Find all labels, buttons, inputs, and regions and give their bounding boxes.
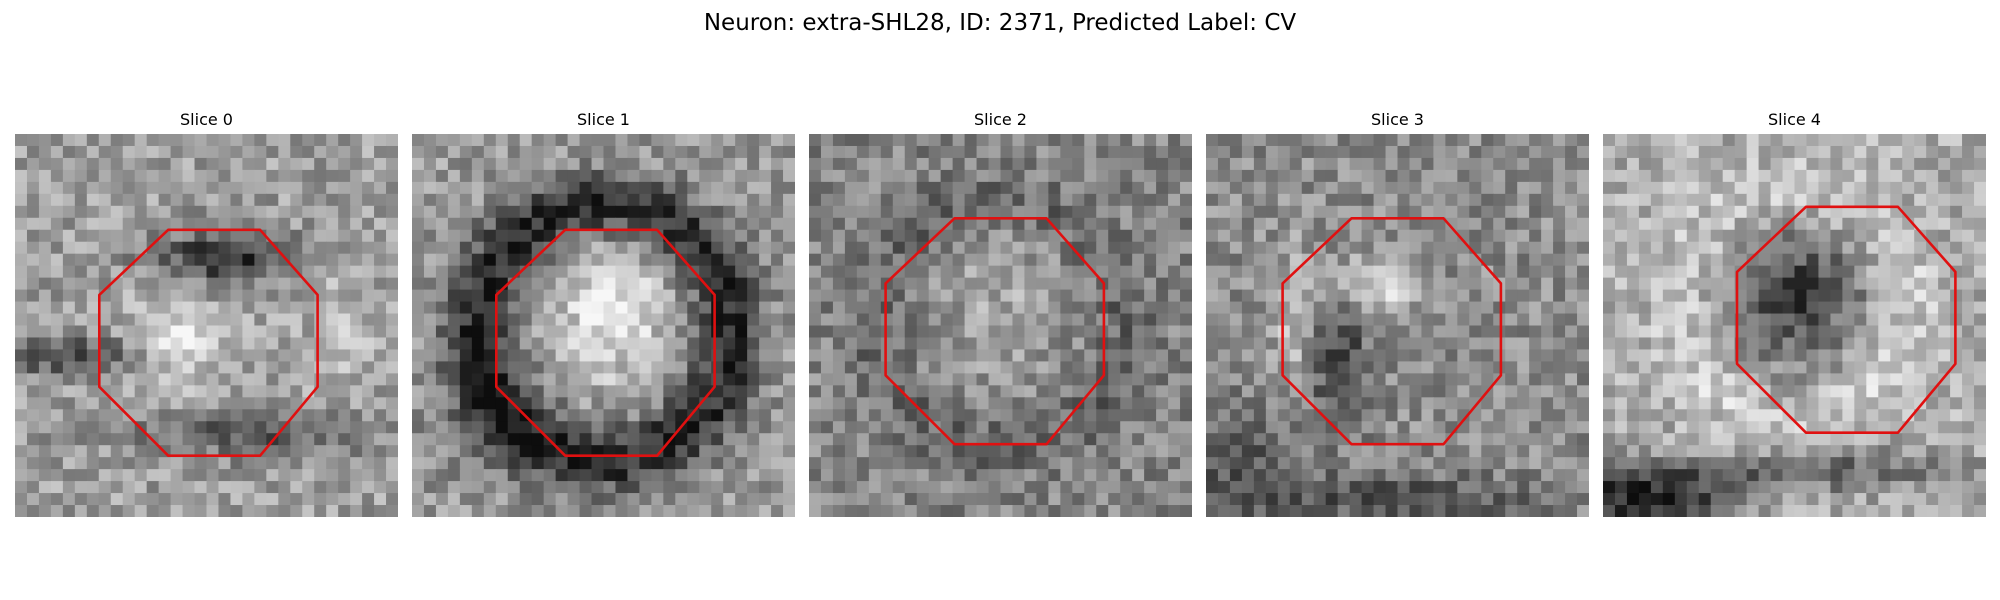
figure-title: Neuron: extra-SHL28, ID: 2371, Predicted…: [703, 10, 1297, 36]
roi-contour-0: [98, 228, 319, 458]
slice-panel-1: Slice 1: [412, 108, 795, 517]
slice-image-2: [809, 134, 1192, 517]
slice-image-1: [412, 134, 795, 517]
slice-panel-2: Slice 2: [809, 108, 1192, 517]
slice-pixels-2: [809, 134, 1192, 517]
slice-image-4: [1603, 134, 1986, 517]
slice-pixels-3: [1206, 134, 1589, 517]
slice-pixels-1: [412, 134, 795, 517]
roi-contour-3: [1281, 217, 1503, 446]
roi-contour-1: [495, 228, 716, 458]
slice-image-3: [1206, 134, 1589, 517]
slice-title-0: Slice 0: [180, 110, 233, 129]
slice-panel-0: Slice 0: [15, 108, 398, 517]
slice-panel-4: Slice 4: [1603, 108, 1986, 517]
slice-image-0: [15, 134, 398, 517]
slice-pixels-4: [1603, 134, 1986, 517]
slice-title-1: Slice 1: [577, 110, 630, 129]
slice-title-2: Slice 2: [974, 110, 1027, 129]
slice-title-3: Slice 3: [1371, 110, 1424, 129]
slice-panel-3: Slice 3: [1206, 108, 1589, 517]
slice-title-4: Slice 4: [1768, 110, 1821, 129]
roi-contour-2: [884, 217, 1106, 446]
slice-pixels-0: [15, 134, 398, 517]
roi-contour-4: [1735, 205, 1957, 435]
